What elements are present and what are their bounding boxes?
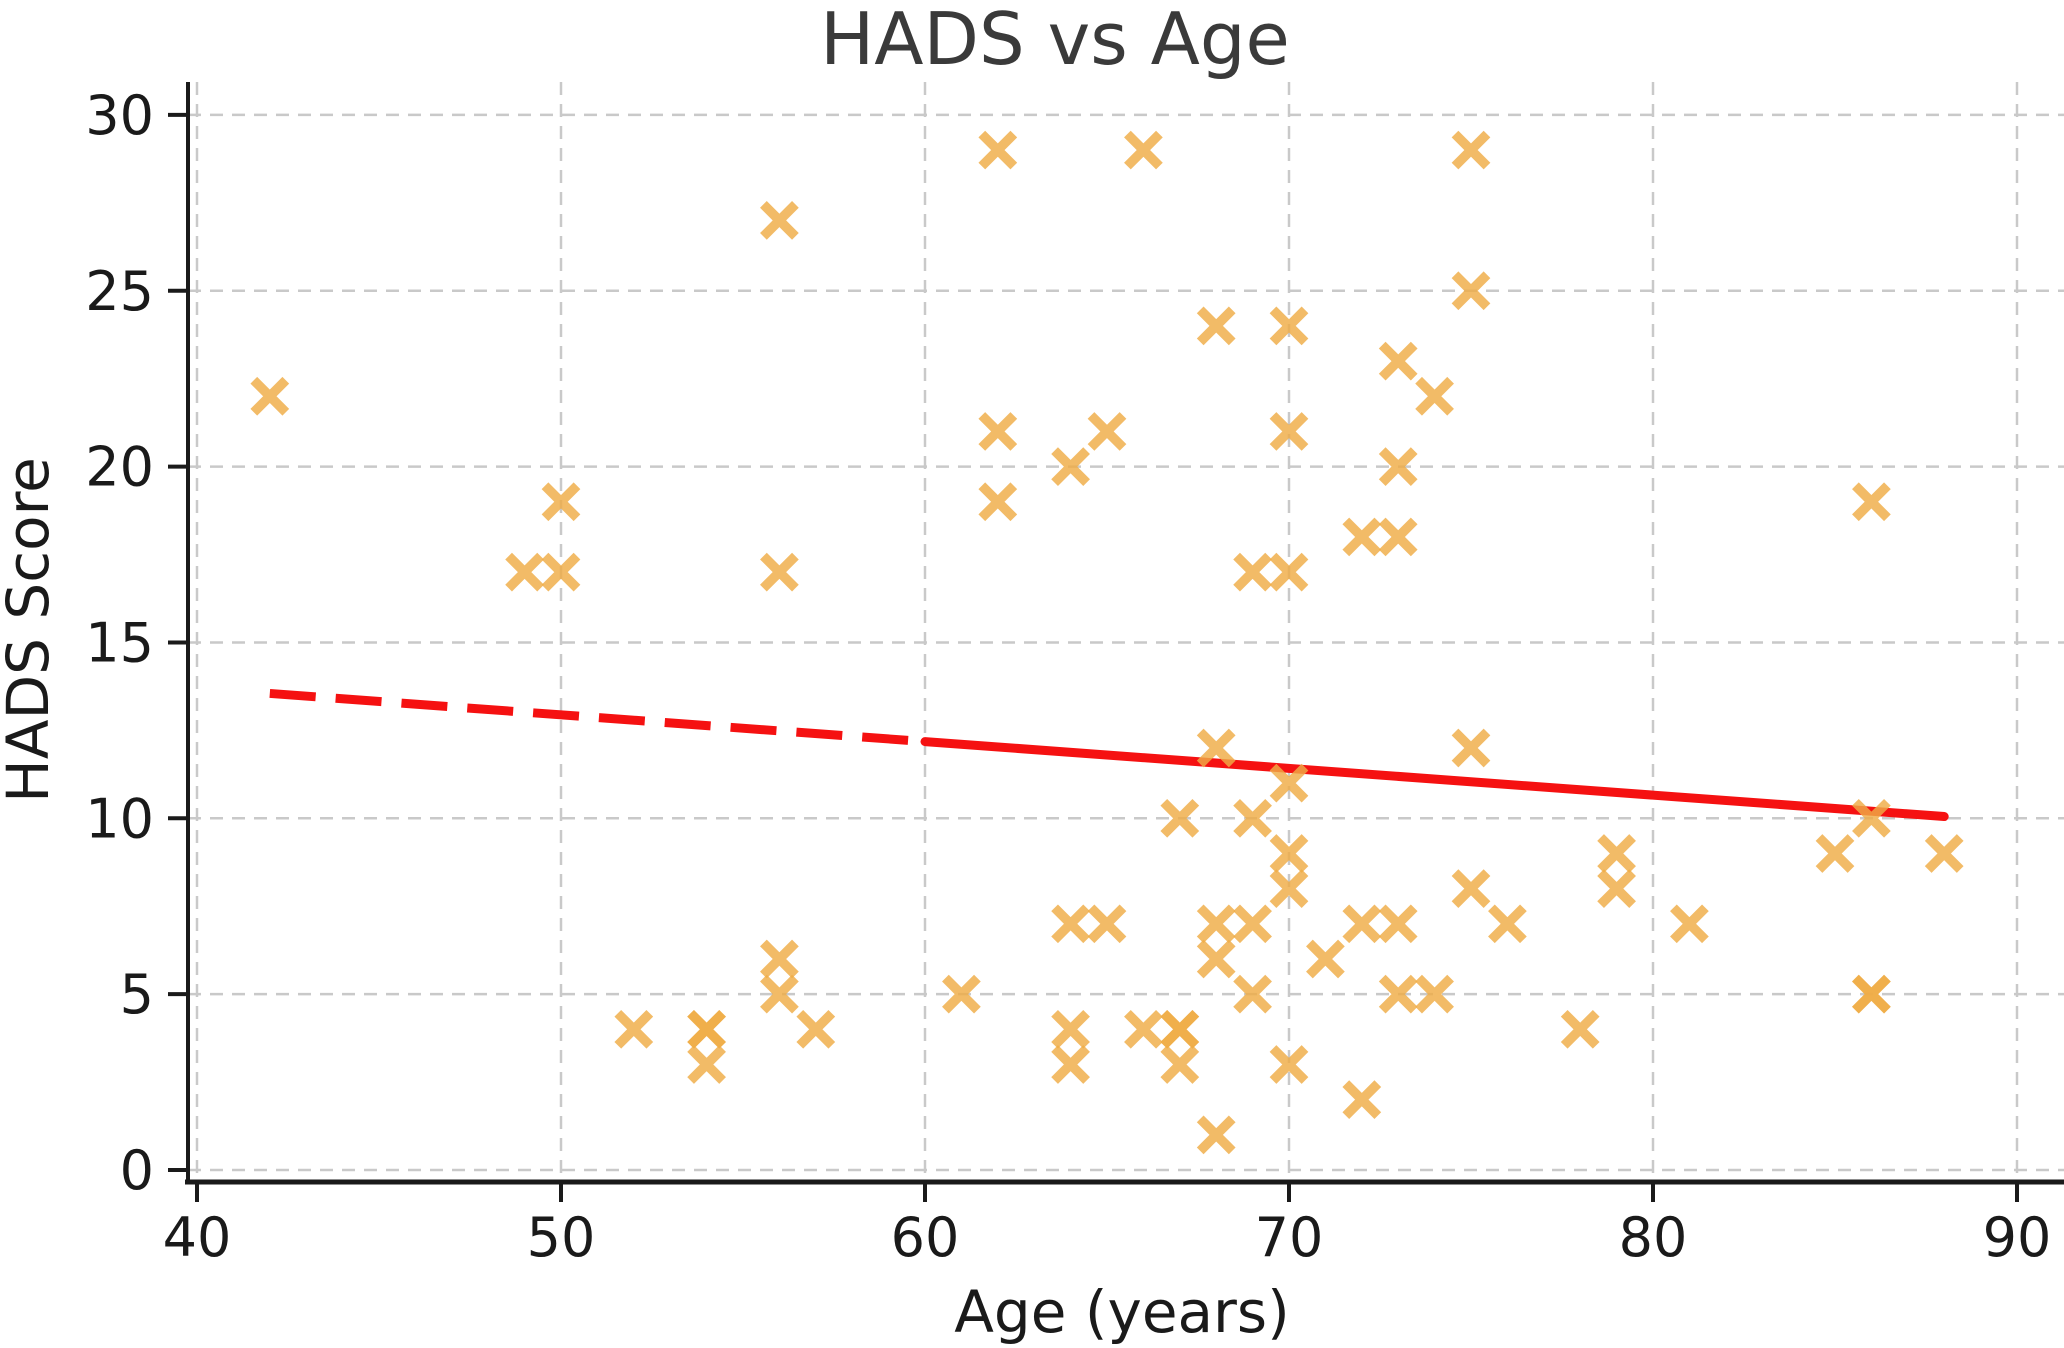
x-tick-label-60: 60 (891, 1206, 960, 1269)
data-point-x62-y29 (978, 130, 1018, 170)
data-point-x81-y7 (1670, 904, 1709, 944)
data-point-x72-y7 (1342, 904, 1382, 944)
data-point-x70-y9 (1269, 834, 1309, 873)
data-point-x64-y4 (1051, 1009, 1090, 1049)
data-point-x73-y7 (1378, 904, 1418, 944)
data-point-x79-y8 (1597, 869, 1636, 908)
data-point-x75-y25 (1451, 271, 1491, 311)
x-tick-label-80: 80 (1619, 1206, 1688, 1269)
data-point-x72-y18 (1342, 517, 1382, 557)
data-point-x79-y9 (1597, 834, 1636, 873)
data-point-x70-y24 (1269, 306, 1309, 346)
data-point-x54-y3 (687, 1045, 726, 1084)
data-point-x69-y7 (1233, 904, 1272, 944)
data-point-x56-y6 (760, 939, 799, 979)
data-point-x64-y7 (1051, 904, 1090, 944)
data-point-x56-y5 (760, 974, 799, 1014)
data-point-x72-y2 (1342, 1080, 1382, 1120)
scatter-markers (250, 130, 1964, 1155)
y-tick-label-25: 25 (85, 260, 154, 323)
data-point-x65-y7 (1087, 904, 1127, 944)
y-tick-labels: 0 5 10 15 20 25 30 (85, 84, 154, 1202)
data-point-x64-y3 (1051, 1045, 1090, 1084)
data-point-x85-y9 (1815, 834, 1855, 873)
y-axis-label: HADS Score (0, 457, 62, 803)
data-point-x86-y19 (1852, 482, 1891, 522)
data-point-x69-y10 (1233, 798, 1272, 838)
data-point-x86-y5 (1852, 974, 1891, 1014)
x-tick-label-40: 40 (163, 1206, 232, 1269)
gridlines (188, 82, 2064, 1182)
data-point-x67-y3 (1160, 1045, 1200, 1084)
data-point-x75-y8 (1451, 869, 1491, 908)
axis-spines (185, 82, 2064, 1185)
data-point-x88-y9 (1924, 834, 1964, 873)
x-axis-label: Age (years) (954, 1278, 1289, 1346)
data-point-x54-y4 (687, 1009, 726, 1049)
y-tick-label-15: 15 (85, 611, 154, 674)
data-point-x73-y23 (1378, 341, 1418, 381)
trend-line (269, 688, 1949, 822)
data-point-x75-y12 (1451, 728, 1491, 768)
data-point-x74-y22 (1415, 376, 1454, 416)
trend-line-solid-segment (920, 737, 1949, 822)
data-point-x42-y22 (250, 376, 290, 416)
data-point-x73-y18 (1378, 517, 1418, 557)
y-tick-label-20: 20 (85, 436, 154, 499)
data-point-x68-y12 (1196, 728, 1236, 768)
x-tick-labels: 40 50 60 70 80 90 (163, 1206, 2052, 1269)
x-tick-label-90: 90 (1983, 1206, 2052, 1269)
data-point-x67-y4 (1160, 1009, 1200, 1049)
data-point-x62-y21 (978, 412, 1018, 451)
data-point-x68-y6 (1196, 939, 1236, 979)
y-tick-label-10: 10 (85, 787, 154, 850)
tick-marks (168, 112, 2019, 1202)
data-point-x70-y21 (1269, 412, 1309, 451)
data-point-x50-y19 (541, 482, 581, 522)
data-point-x61-y5 (942, 974, 981, 1014)
data-point-x56-y27 (760, 201, 799, 240)
data-point-x57-y4 (796, 1009, 836, 1049)
chart-title: HADS vs Age (820, 0, 1290, 81)
y-tick-label-0: 0 (120, 1139, 154, 1202)
data-point-x65-y21 (1087, 412, 1127, 451)
data-point-x69-y17 (1233, 552, 1272, 592)
x-tick-label-50: 50 (527, 1206, 596, 1269)
data-point-x62-y19 (978, 482, 1018, 522)
data-point-x66-y4 (1124, 1009, 1163, 1049)
y-tick-label-30: 30 (85, 84, 154, 147)
data-point-x74-y5 (1415, 974, 1454, 1014)
data-point-x76-y7 (1488, 904, 1527, 944)
data-point-x56-y17 (760, 552, 799, 592)
x-tick-label-70: 70 (1255, 1206, 1324, 1269)
data-point-x52-y4 (614, 1009, 654, 1049)
data-point-x70-y11 (1269, 763, 1309, 803)
data-point-x70-y8 (1269, 869, 1309, 908)
data-point-x68-y7 (1196, 904, 1236, 944)
y-tick-label-5: 5 (120, 963, 154, 1026)
data-point-x73-y5 (1378, 974, 1418, 1014)
data-point-x86-y10 (1852, 798, 1891, 838)
data-point-x75-y29 (1451, 130, 1491, 170)
data-point-x71-y6 (1306, 939, 1345, 979)
data-point-x78-y4 (1560, 1009, 1600, 1049)
data-point-x68-y24 (1196, 306, 1236, 346)
trend-line-dashed-segment (269, 688, 926, 747)
data-point-x70-y3 (1269, 1045, 1309, 1084)
data-point-x49-y17 (505, 552, 544, 592)
data-point-x70-y17 (1269, 552, 1309, 592)
data-point-x50-y17 (541, 552, 581, 592)
data-point-x73-y20 (1378, 447, 1418, 486)
data-point-x66-y29 (1124, 130, 1163, 170)
data-point-x67-y10 (1160, 798, 1200, 838)
data-point-x69-y5 (1233, 974, 1272, 1014)
data-point-x64-y20 (1051, 447, 1090, 486)
data-point-x68-y1 (1196, 1115, 1236, 1155)
